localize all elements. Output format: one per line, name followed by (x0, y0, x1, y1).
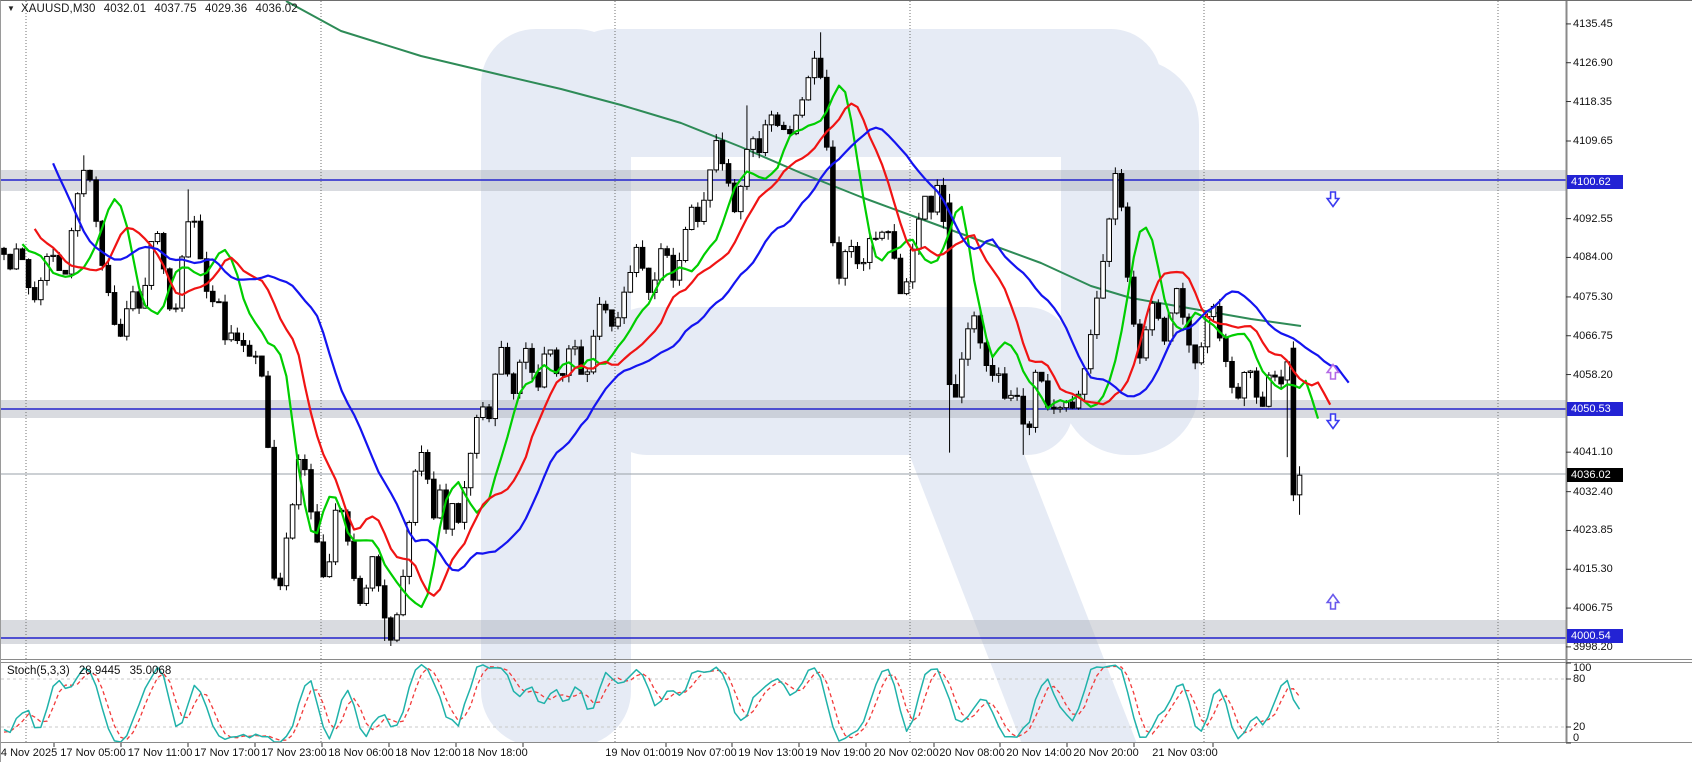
price-axis-tick: 4135.45 (1573, 17, 1613, 30)
time-axis-label: 20 Nov 02:00 (873, 747, 939, 759)
time-axis-label: 14 Nov 2025 (0, 747, 58, 759)
current-price-label: 4036.02 (1567, 468, 1623, 483)
time-axis-label: 17 Nov 11:00 (127, 747, 193, 759)
stoch-level-label: 0 (1573, 732, 1580, 744)
sr-price-label: 4000.54 (1567, 629, 1623, 644)
stochastic-indicator-label: Stoch(5,3,3) 28.9445 35.0068 (7, 665, 177, 677)
price-axis-tick: 4032.40 (1573, 485, 1613, 498)
time-axis-label: 20 Nov 20:00 (1073, 747, 1139, 759)
time-axis-label: 21 Nov 03:00 (1152, 747, 1218, 759)
price-axis-tick: 3998.20 (1573, 640, 1613, 653)
ohlc-low: 4029.36 (204, 3, 248, 15)
time-axis-label: 19 Nov 13:00 (738, 747, 804, 759)
price-axis-tick: 4023.85 (1573, 524, 1613, 537)
stoch-name: Stoch(5,3,3) (7, 665, 70, 677)
time-axis-label: 17 Nov 05:00 (60, 747, 126, 759)
time-axis-label: 20 Nov 08:00 (939, 747, 1005, 759)
stoch-level-label: 80 (1573, 673, 1586, 685)
time-axis-label: 20 Nov 14:00 (1006, 747, 1072, 759)
stoch-level-label: 100 (1573, 662, 1592, 674)
time-axis-label: 17 Nov 23:00 (261, 747, 327, 759)
price-axis-tick: 4109.65 (1573, 135, 1613, 147)
ohlc-open: 4032.01 (103, 3, 147, 15)
symbol-dropdown-caret[interactable]: ▼ (7, 4, 15, 13)
price-axis-tick: 4075.30 (1573, 290, 1613, 303)
time-axis-label: 19 Nov 01:00 (605, 747, 671, 759)
price-axis-tick: 4015.30 (1573, 563, 1613, 576)
time-axis-label: 19 Nov 07:00 (671, 747, 737, 759)
price-axis-tick: 4006.75 (1573, 602, 1613, 615)
price-axis-tick: 4084.00 (1573, 251, 1613, 264)
time-axis-label: 18 Nov 18:00 (462, 747, 528, 759)
price-axis-tick: 4126.90 (1573, 56, 1613, 69)
chart-ohlc-title: XAUUSD,M30 4032.01 4037.75 4029.36 4036.… (21, 3, 303, 15)
time-axis-label: 19 Nov 19:00 (805, 747, 871, 759)
symbol-timeframe-label: XAUUSD,M30 (21, 3, 96, 15)
time-axis-label: 17 Nov 17:00 (194, 747, 260, 759)
ohlc-close: 4036.02 (255, 3, 298, 15)
stoch-d-value: 35.0068 (129, 665, 172, 677)
time-axis-label: 18 Nov 12:00 (395, 747, 461, 759)
price-axis-tick: 4092.55 (1573, 212, 1613, 225)
sr-price-label: 4050.53 (1567, 402, 1623, 417)
ohlc-high: 4037.75 (154, 3, 197, 15)
price-axis-tick: 4058.20 (1573, 368, 1613, 381)
stoch-k-value: 28.9445 (78, 665, 121, 677)
sr-price-label: 4100.62 (1567, 175, 1623, 189)
stoch-level-label: 20 (1573, 721, 1586, 733)
time-axis-label: 18 Nov 06:00 (328, 747, 394, 759)
price-axis-tick: 4118.35 (1573, 95, 1612, 108)
price-axis-tick: 4066.75 (1573, 329, 1613, 342)
price-axis-tick: 4041.10 (1573, 446, 1613, 459)
